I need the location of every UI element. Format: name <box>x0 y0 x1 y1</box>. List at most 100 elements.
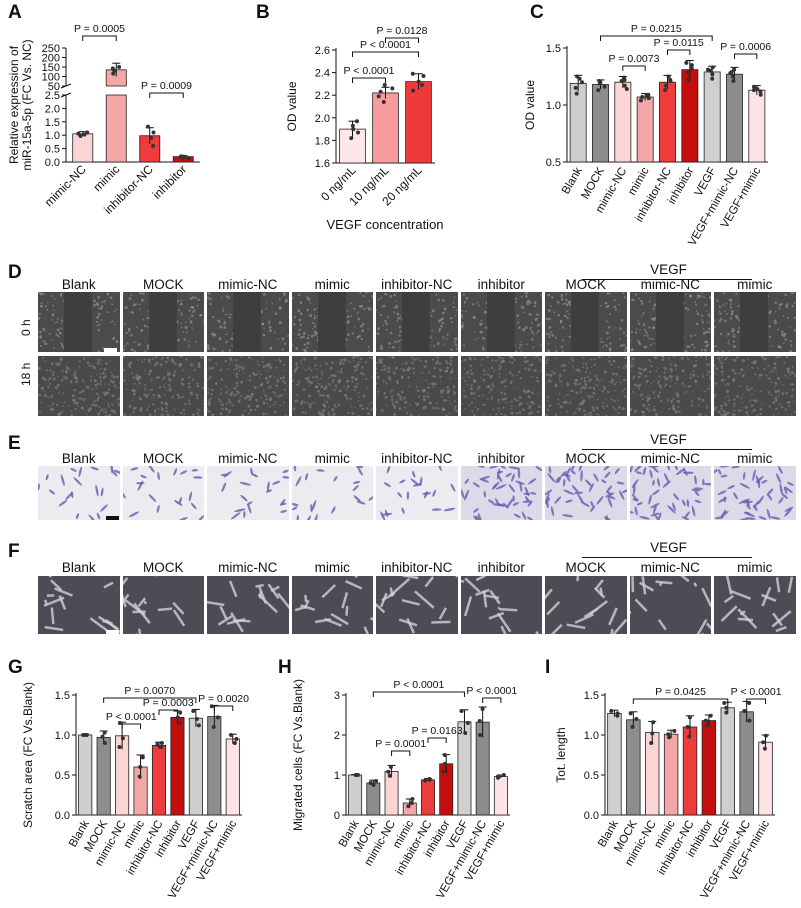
cell-speck <box>313 322 316 325</box>
cell-speck <box>717 357 721 360</box>
cell-speck <box>236 384 239 387</box>
cell-speck <box>651 307 655 310</box>
cell-speck <box>745 385 748 388</box>
cell-speck <box>529 326 532 329</box>
cell-speck <box>39 335 42 338</box>
cell-speck <box>650 382 652 385</box>
cell-speck <box>420 377 423 379</box>
cell-speck <box>93 303 96 307</box>
cell-speck <box>425 379 428 382</box>
stained-cell <box>585 479 592 487</box>
data-point <box>663 88 668 93</box>
cell-speck <box>707 327 711 331</box>
cell-speck <box>720 407 723 411</box>
cell-speck <box>790 383 793 386</box>
cell-speck <box>587 376 590 378</box>
cell-speck <box>384 320 387 323</box>
cell-speck <box>202 398 204 401</box>
tube-segment <box>398 618 418 627</box>
cell-speck <box>51 313 55 317</box>
cell-speck <box>291 297 294 300</box>
p-value-label: P = 0.0001 <box>375 738 426 750</box>
cell-speck <box>439 367 441 370</box>
data-point <box>100 734 105 739</box>
cell-speck <box>345 388 347 391</box>
cell-speck <box>469 387 473 391</box>
cell-speck <box>649 360 651 363</box>
cell-speck <box>215 362 218 365</box>
cell-speck <box>792 388 795 392</box>
cell-speck <box>273 331 276 334</box>
cell-speck <box>326 395 329 398</box>
cell-speck <box>588 411 592 415</box>
cell-speck <box>435 402 438 405</box>
data-point <box>178 710 183 715</box>
p-value-label: P = 0.0425 <box>655 686 706 698</box>
cell-speck <box>262 412 266 416</box>
cell-speck <box>770 394 773 397</box>
cell-speck <box>618 303 621 306</box>
tube-texture <box>545 576 627 634</box>
cell-speck <box>323 399 326 402</box>
stained-cell <box>701 478 705 486</box>
data-point <box>85 130 90 135</box>
cell-speck <box>460 309 463 312</box>
cell-speck <box>674 364 677 368</box>
cell-speck <box>202 328 204 331</box>
stained-cell <box>504 472 512 478</box>
cell-speck <box>462 344 465 347</box>
cell-speck <box>510 374 514 377</box>
cell-speck <box>283 369 286 372</box>
stained-cell <box>243 510 246 518</box>
cell-speck <box>80 406 84 410</box>
column-label: mimic <box>737 451 773 466</box>
cell-speck <box>658 391 661 394</box>
cell-speck <box>145 317 148 320</box>
cell-speck <box>170 396 173 399</box>
cell-speck <box>292 323 296 326</box>
cell-speck <box>179 302 183 306</box>
cell-speck <box>307 367 310 370</box>
vegf-label: VEGF <box>650 262 687 277</box>
cell-speck <box>111 394 115 398</box>
stained-cell <box>70 491 74 499</box>
cell-speck <box>768 311 772 315</box>
cell-speck <box>720 356 723 359</box>
cell-speck <box>247 356 251 359</box>
data-point <box>751 88 756 93</box>
bar <box>372 92 399 164</box>
cell-speck <box>295 393 298 396</box>
tube-segment <box>498 607 517 612</box>
cell-speck <box>751 366 753 369</box>
scratch-18h-texture <box>460 356 542 416</box>
cell-speck <box>481 346 484 349</box>
y-tick-label: 1.0 <box>45 130 60 142</box>
data-point <box>84 733 89 737</box>
data-point <box>459 709 464 713</box>
cell-speck <box>39 330 42 334</box>
cell-speck <box>194 296 197 299</box>
cell-speck <box>722 292 726 295</box>
cell-speck <box>702 331 706 335</box>
vegf-bracket-line <box>582 449 752 450</box>
cell-speck <box>605 344 607 346</box>
cell-speck <box>664 367 667 370</box>
cell-speck <box>579 408 582 410</box>
cell-speck <box>49 369 52 372</box>
bar <box>170 717 185 816</box>
cell-speck <box>86 361 90 365</box>
cell-speck <box>522 389 526 393</box>
stained-cell <box>562 478 566 487</box>
y-axis-label: Tot. length <box>554 727 568 782</box>
cell-speck <box>693 334 696 336</box>
cell-speck <box>783 361 786 364</box>
tube-segment <box>344 580 362 590</box>
cell-speck <box>78 365 81 368</box>
tube-texture <box>122 576 185 634</box>
cell-speck <box>781 392 785 395</box>
cell-speck <box>253 373 257 377</box>
cell-speck <box>463 358 466 362</box>
cell-speck <box>617 366 620 369</box>
stained-cell <box>607 495 616 500</box>
